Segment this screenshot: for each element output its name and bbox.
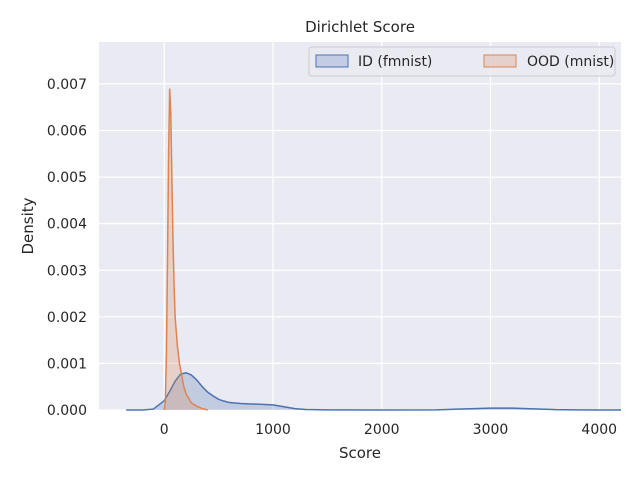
series-line-1 bbox=[163, 88, 208, 411]
y-tick-labels: 0.000 0.001 0.002 0.003 0.004 0.005 0.006 0.007 bbox=[47, 77, 87, 419]
x-tick-labels: 0 1000 2000 3000 4000 bbox=[160, 422, 617, 438]
y-tick-label: 0.002 bbox=[47, 310, 87, 326]
legend-label-id: ID (fmnist) bbox=[358, 54, 432, 70]
legend-frame bbox=[308, 46, 616, 77]
x-axis-label: Score bbox=[339, 444, 381, 462]
y-tick-label: 0.006 bbox=[47, 124, 87, 140]
x-tick-label: 2000 bbox=[364, 422, 400, 438]
y-tick-label: 0.004 bbox=[47, 217, 87, 233]
y-tick-label: 0.007 bbox=[47, 77, 87, 93]
x-gridlines bbox=[163, 42, 600, 410]
legend: ID (fmnist) OOD (mnist) bbox=[308, 46, 616, 77]
x-tick-label: 0 bbox=[160, 422, 169, 438]
y-axis-label: Density bbox=[19, 197, 37, 254]
x-tick-label: 3000 bbox=[473, 422, 509, 438]
legend-swatch-ood bbox=[483, 54, 517, 68]
y-tick-label: 0.003 bbox=[47, 263, 87, 279]
legend-swatch-id bbox=[315, 54, 349, 68]
y-tick-label: 0.005 bbox=[47, 170, 87, 186]
legend-label-ood: OOD (mnist) bbox=[527, 54, 614, 70]
chart-title: Dirichlet Score bbox=[305, 18, 415, 36]
series-area-0 bbox=[126, 372, 621, 410]
y-tick-label: 0.001 bbox=[47, 356, 87, 372]
y-tick-label: 0.000 bbox=[47, 403, 87, 419]
series-layer bbox=[126, 88, 622, 411]
series-line-0 bbox=[126, 371, 622, 411]
plot-background bbox=[99, 42, 621, 410]
x-tick-label: 4000 bbox=[581, 422, 617, 438]
series-area-1 bbox=[164, 88, 208, 410]
x-tick-label: 1000 bbox=[255, 422, 291, 438]
